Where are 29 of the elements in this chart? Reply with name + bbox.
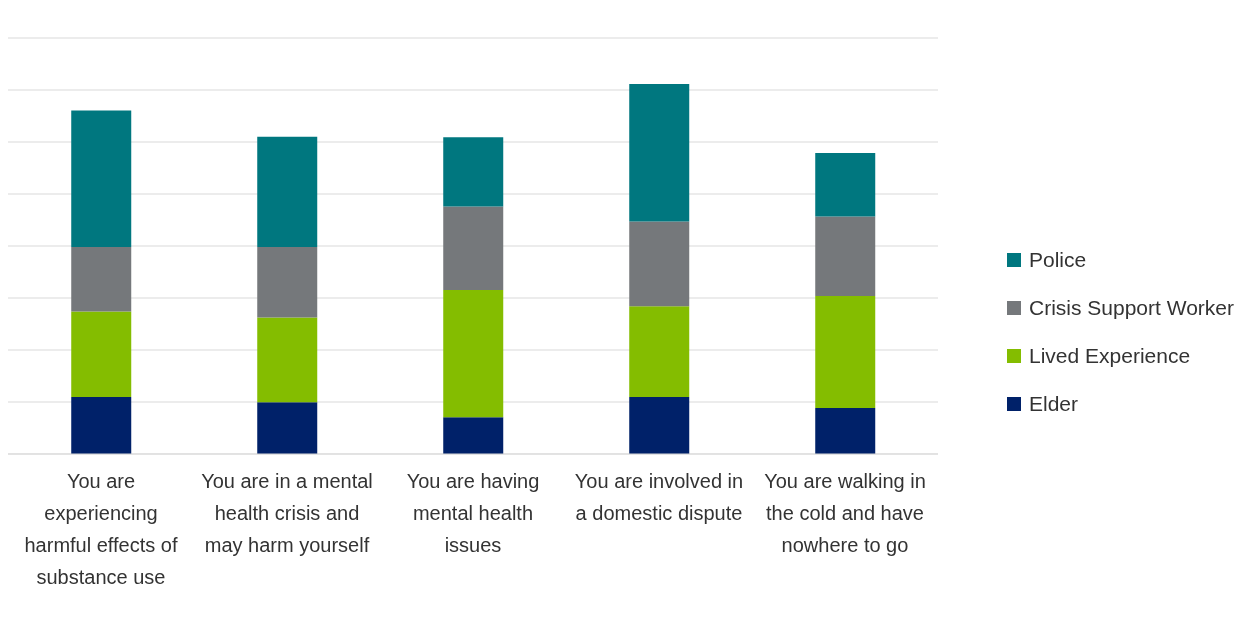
bar (257, 247, 318, 318)
bar (629, 397, 690, 454)
legend-label: Elder (1029, 392, 1079, 416)
bar (629, 221, 690, 307)
bar (257, 317, 318, 403)
x-tick-label: You are having mental health issues (406, 470, 540, 556)
x-tick-label: You are experiencing harmful effects of substance use (24, 470, 178, 588)
bar (71, 110, 132, 248)
bar (815, 295, 876, 409)
x-tick-label: You are walking in the cold and have nowhere to go (764, 470, 926, 556)
bar (629, 306, 690, 397)
legend-label: Crisis Support Worker (1029, 296, 1234, 320)
legend-label: Lived Experience (1029, 344, 1191, 368)
bar (257, 402, 318, 454)
x-tick-label: You are involved in a domestic dispute (574, 470, 744, 524)
bar (815, 408, 876, 454)
bar (629, 83, 690, 222)
bar (443, 417, 504, 454)
legend-label: Police (1029, 248, 1087, 272)
bar (443, 137, 504, 207)
bar (71, 247, 132, 312)
bar (443, 290, 504, 418)
x-tick-label: You are in a mental health crisis and may harm yourself (201, 470, 373, 556)
bar (257, 136, 318, 248)
bar (71, 311, 132, 397)
bar (71, 397, 132, 454)
bar (815, 216, 876, 296)
bar (443, 206, 504, 291)
bar (815, 153, 876, 217)
